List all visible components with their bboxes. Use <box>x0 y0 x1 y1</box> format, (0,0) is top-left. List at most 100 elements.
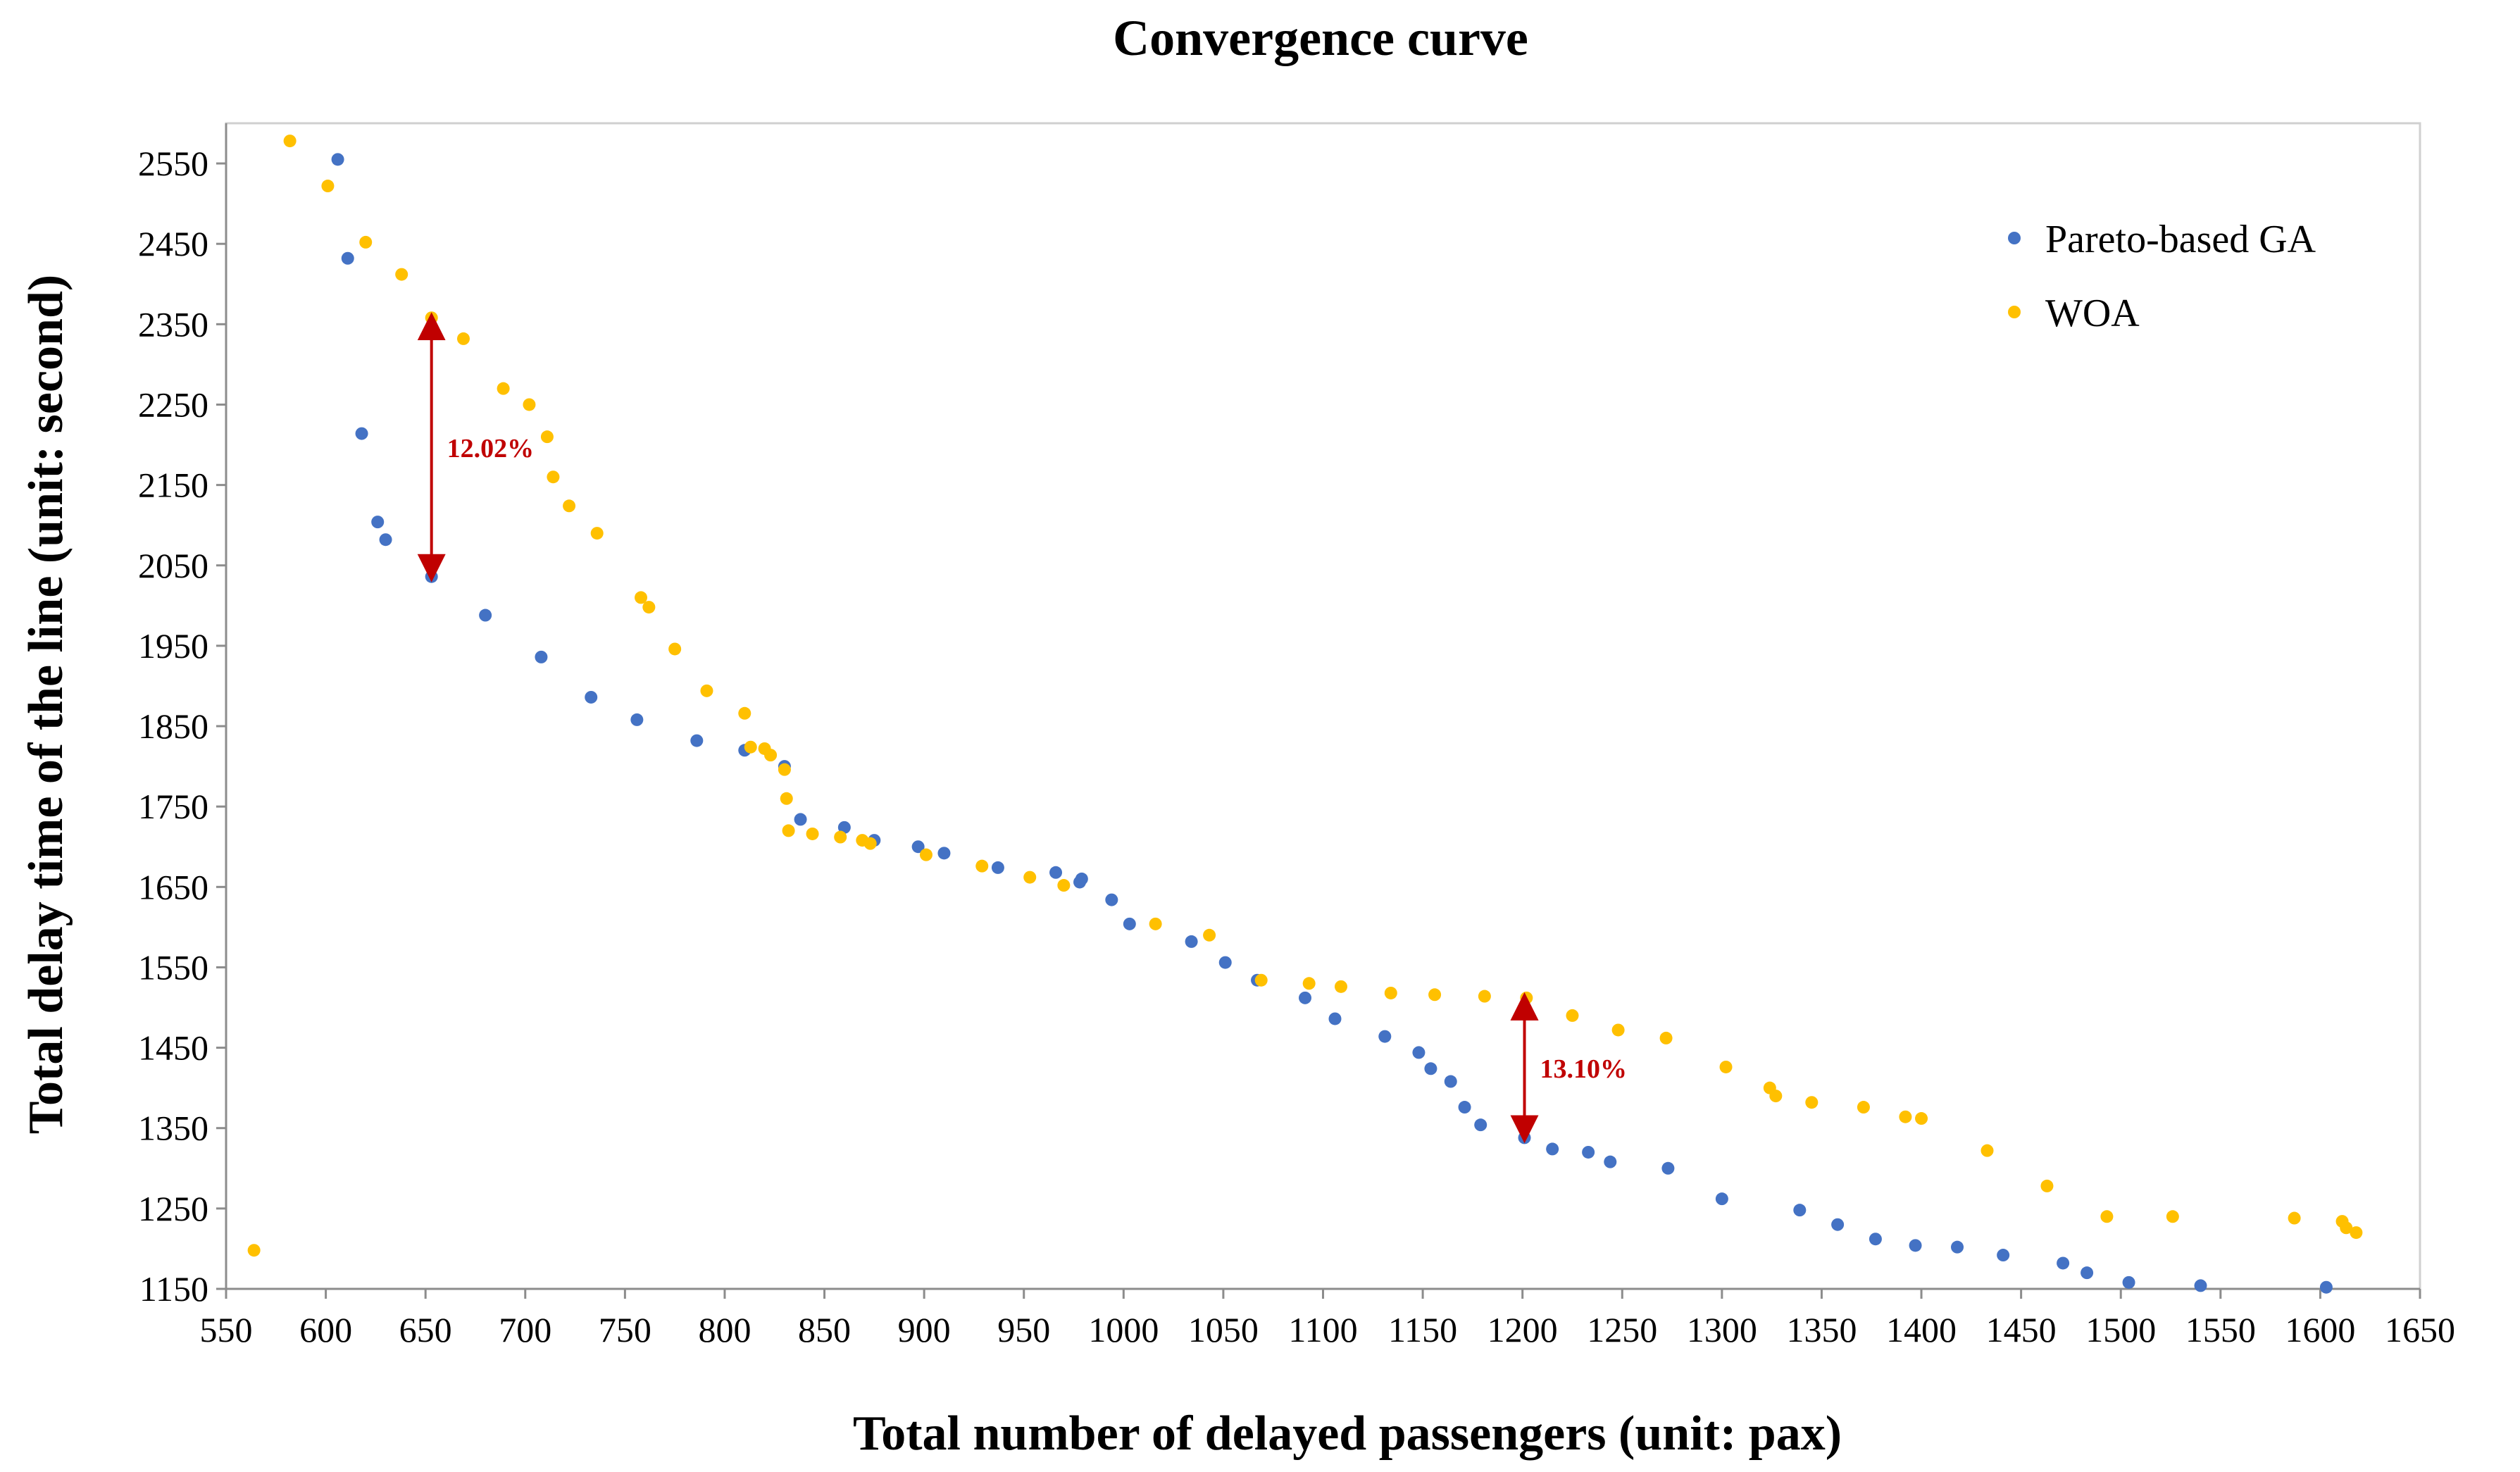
data-point-woa <box>780 792 793 805</box>
annotation-label: 12.02% <box>447 434 535 463</box>
data-point-woa <box>2288 1211 2301 1225</box>
data-point-woa <box>497 382 510 395</box>
data-point-pareto-based-ga <box>1715 1192 1728 1206</box>
data-point-woa <box>1981 1144 1994 1157</box>
data-point-woa <box>1899 1110 1912 1123</box>
x-tick-label: 1250 <box>1587 1310 1657 1349</box>
y-tick-label: 1850 <box>138 706 208 746</box>
data-point-pareto-based-ga <box>1424 1062 1437 1075</box>
data-point-pareto-based-ga <box>794 813 807 826</box>
data-point-pareto-based-ga <box>1951 1240 1964 1254</box>
data-point-woa <box>395 268 408 281</box>
data-point-woa <box>635 591 648 604</box>
data-point-pareto-based-ga <box>371 516 385 529</box>
data-point-pareto-based-ga <box>1073 875 1087 889</box>
x-tick-label: 1400 <box>1886 1310 1957 1349</box>
x-tick-label: 550 <box>200 1310 253 1349</box>
y-tick-label: 1550 <box>138 947 208 987</box>
x-tick-label: 1150 <box>1388 1310 1457 1349</box>
data-point-pareto-based-ga <box>479 609 492 622</box>
legend-label-woa: WOA <box>2045 292 2140 335</box>
data-point-woa <box>283 135 297 148</box>
x-tick-label: 1000 <box>1088 1310 1159 1349</box>
y-tick-label: 2250 <box>138 385 208 424</box>
data-point-woa <box>919 848 932 861</box>
y-axis-title: Total delay time of the line (unit: seco… <box>19 275 73 1134</box>
x-tick-label: 1100 <box>1288 1310 1357 1349</box>
y-tick-label: 1250 <box>138 1189 208 1228</box>
x-tick-label: 1300 <box>1687 1310 1757 1349</box>
data-point-pareto-based-ga <box>991 861 1004 874</box>
data-point-woa <box>1805 1096 1819 1109</box>
data-point-woa <box>1254 973 1268 987</box>
data-point-woa <box>2166 1210 2179 1223</box>
data-point-pareto-based-ga <box>1582 1145 1595 1159</box>
x-tick-label: 900 <box>898 1310 951 1349</box>
data-point-woa <box>1384 986 1397 999</box>
data-point-woa <box>778 763 791 776</box>
data-point-woa <box>540 430 554 444</box>
data-point-woa <box>1915 1112 1928 1125</box>
x-tick-label: 850 <box>798 1310 851 1349</box>
data-point-woa <box>425 311 438 325</box>
y-axis-ticks: 1150 1250 1350 1450 1550 1650 1750 1850 1950 2050… <box>138 144 226 1309</box>
y-tick-label: 2050 <box>138 546 208 585</box>
data-point-woa <box>321 180 335 193</box>
data-point-pareto-based-ga <box>1378 1030 1392 1043</box>
data-point-pareto-based-ga <box>425 570 438 583</box>
data-point-woa <box>547 470 560 484</box>
x-tick-label: 1600 <box>2285 1310 2355 1349</box>
data-point-woa <box>738 706 751 720</box>
annotations: 12.02% 13.10% <box>417 312 1628 1144</box>
x-axis-ticks: 550 600 650 700 750 800 850 900 950 1000 1050 1100 1… <box>200 1289 2455 1349</box>
data-point-woa <box>1428 988 1442 1002</box>
data-point-woa <box>1719 1060 1733 1073</box>
data-point-woa <box>668 642 682 656</box>
data-point-pareto-based-ga <box>630 713 644 726</box>
data-point-pareto-based-ga <box>355 427 368 440</box>
data-point-woa <box>1023 871 1037 884</box>
data-point-woa <box>764 749 778 762</box>
data-point-woa <box>247 1244 261 1257</box>
y-tick-label: 2550 <box>138 144 208 183</box>
data-point-woa <box>590 527 604 540</box>
x-tick-label: 800 <box>698 1310 751 1349</box>
data-point-pareto-based-ga <box>1412 1046 1426 1059</box>
annotation-label: 13.10% <box>1540 1054 1628 1084</box>
legend-marker-woa <box>2008 306 2021 318</box>
data-point-pareto-based-ga <box>2057 1256 2070 1270</box>
x-tick-label: 700 <box>499 1310 551 1349</box>
data-point-woa <box>1057 879 1071 892</box>
data-point-pareto-based-ga <box>1604 1155 1617 1168</box>
data-point-pareto-based-ga <box>1299 991 1312 1004</box>
data-point-woa <box>456 332 470 345</box>
data-point-pareto-based-ga <box>341 251 354 265</box>
chart-title: Convergence curve <box>1113 10 1528 66</box>
data-point-pareto-based-ga <box>1444 1075 1457 1088</box>
y-tick-label: 1750 <box>138 787 208 826</box>
data-point-pareto-based-ga <box>2194 1279 2207 1292</box>
data-point-woa <box>1857 1101 1870 1114</box>
x-tick-label: 1450 <box>1986 1310 2057 1349</box>
y-tick-label: 1650 <box>138 867 208 906</box>
data-point-woa <box>1478 990 1491 1003</box>
x-tick-label: 1350 <box>1786 1310 1857 1349</box>
x-tick-label: 1200 <box>1487 1310 1558 1349</box>
data-point-pareto-based-ga <box>1474 1118 1487 1132</box>
data-point-pareto-based-ga <box>1909 1239 1922 1252</box>
data-point-woa <box>975 859 989 873</box>
data-point-woa <box>744 740 757 754</box>
data-point-pareto-based-ga <box>1793 1204 1807 1217</box>
data-point-woa <box>1149 917 1162 930</box>
data-point-woa <box>1334 980 1347 993</box>
data-point-pareto-based-ga <box>1458 1101 1471 1114</box>
x-tick-label: 1050 <box>1188 1310 1259 1349</box>
data-point-woa <box>782 824 795 837</box>
data-point-pareto-based-ga <box>1997 1249 2010 1262</box>
data-point-pareto-based-ga <box>1831 1218 1845 1231</box>
data-point-pareto-based-ga <box>1218 956 1232 969</box>
data-point-pareto-based-ga <box>2081 1266 2094 1280</box>
data-point-woa <box>1611 1023 1625 1037</box>
data-point-woa <box>700 684 713 697</box>
